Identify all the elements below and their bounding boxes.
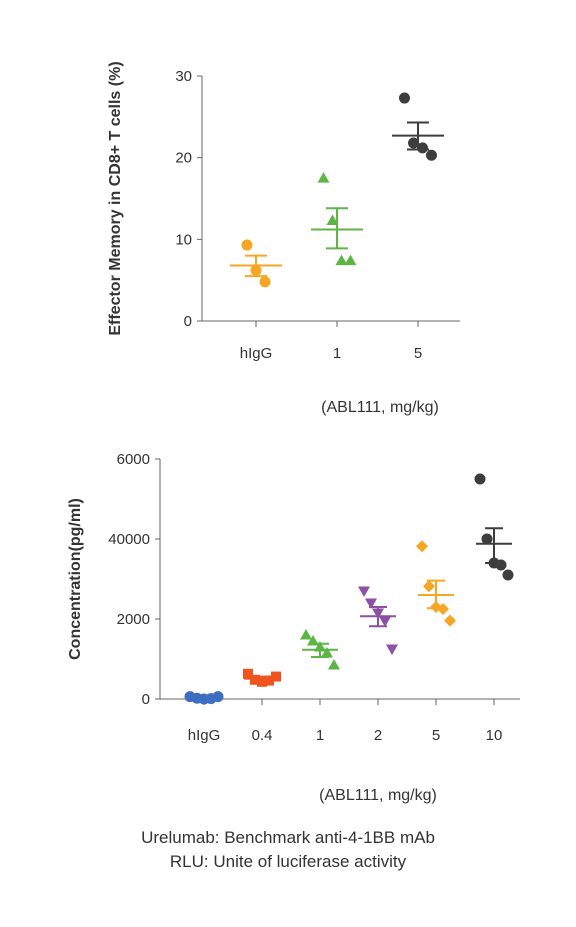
y-tick-label: 0: [184, 313, 192, 330]
x-axis-title: (ABL111, mg/kg): [321, 399, 439, 416]
data-point: [257, 676, 267, 687]
data-point: [408, 137, 419, 149]
x-tick-label: 1: [316, 727, 324, 744]
data-point: [379, 616, 391, 627]
x-axis-title: (ABL111, mg/kg): [319, 787, 437, 804]
x-tick-label: hIgG: [240, 345, 273, 362]
x-tick-label: 2: [374, 727, 382, 744]
data-point: [259, 276, 271, 288]
data-group: [243, 668, 281, 687]
data-point: [335, 254, 348, 266]
data-point: [326, 214, 339, 226]
y-tick-label: 6000: [117, 451, 150, 468]
data-point: [444, 614, 456, 627]
x-tick-label: 5: [432, 727, 440, 744]
data-group: [392, 92, 444, 161]
data-point: [416, 540, 428, 553]
x-tick-label: 10: [486, 727, 503, 744]
data-point: [399, 92, 410, 104]
y-tick-label: 20: [175, 150, 192, 167]
y-axis-title: Concentration(pg/ml): [67, 498, 84, 660]
data-group: [416, 540, 456, 627]
x-tick-label: 5: [414, 345, 422, 362]
footnote-urelumab: Urelumab: Benchmark anti-4-1BB mAb: [141, 828, 435, 847]
data-point: [241, 239, 253, 251]
concentration-chart: 0 2000 40000 6000 hIgG 0.4 1 2 5 10 Concentration(…: [67, 451, 520, 804]
data-point: [417, 142, 428, 154]
y-tick-label: 10: [175, 231, 192, 248]
data-point: [344, 254, 357, 266]
data-group: [230, 239, 282, 288]
y-tick-label: 40000: [108, 531, 150, 548]
y-axis-title: Effector Memory in CD8+ T cells (%): [107, 61, 124, 335]
data-group: [358, 586, 398, 655]
data-group: [184, 691, 224, 705]
data-point: [495, 559, 507, 571]
data-point: [426, 149, 437, 161]
x-tick-label: 0.4: [252, 727, 273, 744]
data-group: [300, 629, 340, 670]
data-group: [311, 172, 363, 266]
data-point: [386, 644, 398, 655]
data-point: [300, 629, 312, 640]
effector-memory-chart: 0 10 20 30 hIgG 1 5 Effector Memory in CD8+ T c…: [107, 61, 460, 416]
y-tick-label: 0: [142, 691, 150, 708]
data-point: [328, 659, 340, 670]
data-point: [321, 647, 333, 658]
data-point: [212, 691, 224, 703]
data-point: [481, 533, 493, 545]
data-point: [423, 580, 435, 593]
data-point: [358, 586, 370, 597]
y-tick-label: 30: [175, 68, 192, 85]
data-point: [365, 598, 377, 609]
x-tick-label: hIgG: [188, 727, 221, 744]
data-point: [502, 569, 514, 581]
data-point: [474, 473, 486, 485]
data-point: [317, 172, 330, 183]
footnote-rlu: RLU: Unite of luciferase activity: [169, 852, 407, 871]
data-point: [271, 671, 281, 682]
y-tick-label: 2000: [117, 611, 150, 628]
data-group: [474, 473, 514, 581]
x-tick-label: 1: [333, 345, 341, 362]
data-point: [243, 668, 253, 679]
